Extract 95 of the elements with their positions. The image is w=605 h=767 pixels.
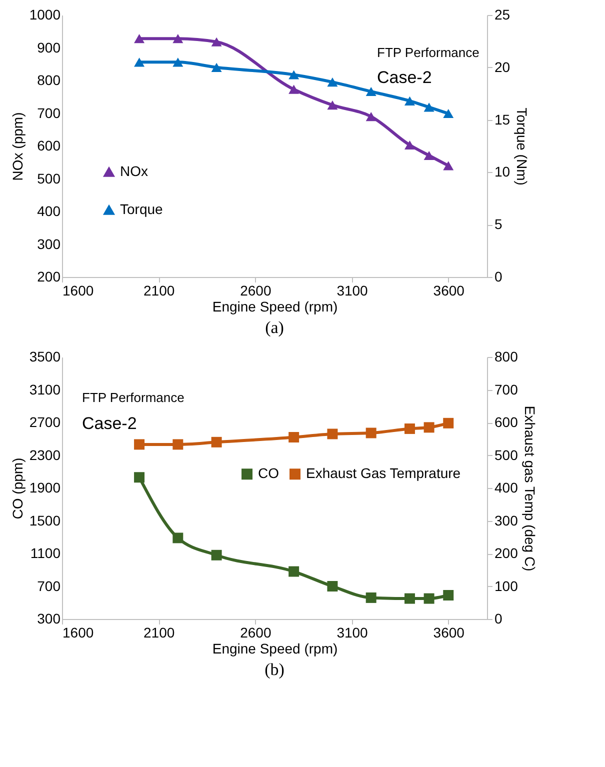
y-tick-label: 1500 — [29, 512, 61, 528]
x-tick-label: 1600 — [62, 282, 94, 298]
y-tick-label: 600 — [37, 138, 61, 154]
x-tick-label: 3600 — [433, 624, 465, 640]
point — [443, 161, 454, 170]
point — [211, 62, 222, 72]
y2-tick-label: 800 — [494, 348, 518, 364]
point — [404, 593, 415, 604]
y-tick-label: 1100 — [30, 545, 61, 561]
y-tick-label: 700 — [37, 578, 61, 594]
point — [134, 58, 145, 67]
point — [443, 590, 454, 600]
point — [134, 34, 145, 44]
point — [404, 423, 415, 434]
point — [288, 432, 300, 442]
y2-tick-label: 400 — [494, 480, 518, 496]
point — [327, 78, 338, 87]
y-axis-title: NOx (ppm) — [9, 112, 26, 181]
point — [404, 96, 415, 106]
point — [288, 84, 300, 94]
x-tick-label: 2100 — [144, 282, 175, 298]
x-axis-title: Engine Speed (rpm) — [212, 298, 338, 314]
y2-tick-label: 100 — [494, 578, 518, 594]
y2-tick-label: 5 — [494, 216, 502, 232]
x-tick-label: 1600 — [62, 624, 94, 640]
annotation: Case-2 — [82, 414, 137, 433]
y-tick-label: 500 — [37, 170, 61, 186]
y2-tick-label: 0 — [494, 610, 502, 626]
y-tick-label: 3500 — [29, 348, 61, 364]
point — [211, 436, 222, 448]
text: (a) — [265, 318, 284, 337]
y2-tick-label: 10 — [494, 164, 510, 180]
y2-tick-label: 15 — [494, 111, 510, 128]
point — [424, 422, 434, 433]
y2-tick-label: 500 — [494, 446, 518, 463]
y-tick-label: 700 — [37, 104, 61, 121]
point — [211, 37, 222, 46]
y2-axis-title: Torque (Nm) — [514, 108, 530, 186]
point — [172, 532, 184, 544]
y2-tick-label: 700 — [494, 381, 518, 398]
y-tick-label: 1000 — [29, 6, 61, 22]
y-tick-label: 900 — [37, 39, 61, 56]
y2-tick-label: 0 — [494, 268, 502, 284]
y-tick-label: 3100 — [29, 381, 61, 398]
x-tick-label: 2600 — [240, 624, 272, 640]
legend-label: Torque — [120, 201, 164, 217]
point — [366, 112, 376, 122]
x-axis-title: Engine Speed (rpm) — [212, 640, 338, 656]
y2-tick-label: 200 — [494, 545, 518, 561]
y-tick-label: 800 — [37, 72, 61, 88]
y2-tick-label: 20 — [494, 58, 510, 75]
annotation: FTP Performance — [82, 390, 184, 405]
point — [327, 100, 338, 110]
x-tick-label: 3600 — [433, 282, 465, 298]
point — [288, 566, 300, 577]
y-tick-label: 1900 — [29, 480, 61, 496]
y2-tick-label: 25 — [494, 6, 510, 22]
point — [134, 472, 145, 483]
point — [424, 150, 434, 160]
point — [172, 34, 184, 44]
point — [366, 86, 376, 96]
y-tick-label: 300 — [37, 236, 61, 252]
point — [404, 140, 415, 150]
point — [172, 58, 184, 67]
annotation: Case-2 — [377, 68, 432, 87]
annotation: FTP Performance — [377, 45, 480, 60]
point — [172, 439, 184, 450]
point — [424, 102, 434, 112]
y2-axis-title: Exhaust gas Temp (deg C) — [522, 406, 538, 572]
x-tick-label: 3100 — [336, 282, 368, 298]
point — [211, 550, 222, 560]
point — [327, 428, 338, 440]
legend-label: NOx — [120, 163, 148, 179]
text: (b) — [264, 660, 284, 679]
point — [288, 70, 300, 80]
point — [443, 108, 454, 118]
y-axis-title: CO (ppm) — [9, 458, 26, 520]
point — [366, 592, 376, 603]
y-tick-label: 200 — [37, 268, 61, 284]
x-tick-label: 2600 — [240, 282, 272, 298]
y2-tick-label: 600 — [494, 414, 518, 430]
point — [443, 418, 454, 428]
legend-label: Exhaust Gas Temprature — [306, 465, 461, 482]
y-tick-label: 400 — [37, 203, 61, 219]
point — [327, 581, 338, 592]
y-tick-label: 2700 — [29, 414, 61, 430]
y2-tick-label: 300 — [494, 512, 518, 528]
point — [134, 439, 145, 450]
x-tick-label: 2100 — [144, 624, 175, 640]
legend-label: CO — [258, 465, 280, 482]
point — [366, 428, 376, 438]
y-tick-label: 2300 — [29, 446, 61, 463]
y-tick-label: 300 — [37, 610, 61, 626]
x-tick-label: 3100 — [336, 624, 368, 640]
point — [424, 593, 434, 604]
